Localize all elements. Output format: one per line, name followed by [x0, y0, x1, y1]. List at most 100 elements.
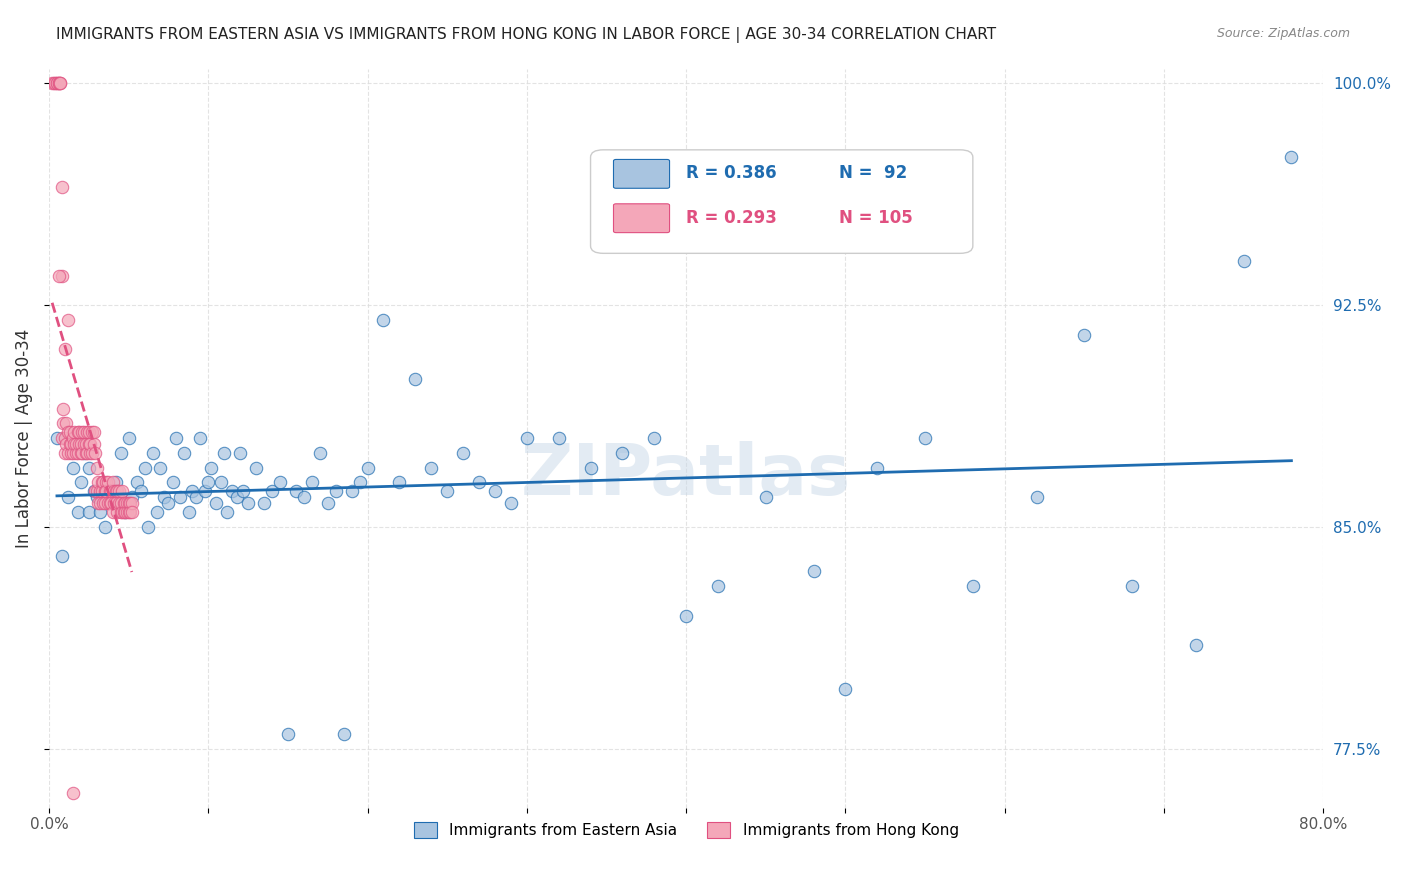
- Point: [1121, 579, 1143, 593]
- Point: [188, 431, 211, 445]
- Point: [101, 484, 124, 499]
- Point: [80, 446, 103, 460]
- Point: [232, 484, 254, 499]
- Point: [98, 484, 121, 499]
- Point: [89, 496, 111, 510]
- Point: [755, 490, 778, 504]
- Point: [67, 425, 90, 440]
- Point: [1281, 150, 1303, 164]
- Point: [643, 431, 665, 445]
- Point: [1073, 327, 1095, 342]
- Point: [66, 505, 89, 519]
- Point: [146, 505, 169, 519]
- Point: [108, 496, 131, 510]
- Point: [121, 505, 143, 519]
- Point: [269, 475, 291, 490]
- Point: [63, 437, 86, 451]
- Point: [468, 475, 491, 490]
- Point: [101, 505, 124, 519]
- Point: [69, 437, 91, 451]
- Point: [173, 446, 195, 460]
- Point: [56, 425, 79, 440]
- Point: [48, 268, 70, 283]
- Point: [332, 727, 354, 741]
- Point: [125, 475, 148, 490]
- Point: [45, 76, 67, 90]
- Point: [131, 484, 153, 499]
- Point: [80, 425, 103, 440]
- Point: [73, 437, 96, 451]
- Point: [217, 505, 239, 519]
- Point: [316, 496, 339, 510]
- Point: [69, 446, 91, 460]
- Point: [75, 437, 97, 451]
- Point: [162, 475, 184, 490]
- Point: [62, 446, 84, 460]
- Point: [90, 484, 112, 499]
- Point: [340, 484, 363, 499]
- Point: [236, 496, 259, 510]
- Point: [115, 505, 138, 519]
- Point: [62, 431, 84, 445]
- Point: [165, 431, 187, 445]
- Point: [226, 490, 249, 504]
- Point: [834, 682, 856, 697]
- Point: [1233, 253, 1256, 268]
- Point: [111, 505, 134, 519]
- Point: [612, 446, 634, 460]
- Point: [45, 76, 67, 90]
- Point: [111, 484, 134, 499]
- Point: [97, 475, 120, 490]
- Point: [197, 475, 219, 490]
- Point: [89, 484, 111, 499]
- Point: [194, 484, 217, 499]
- Point: [103, 496, 125, 510]
- Point: [89, 505, 111, 519]
- Point: [93, 484, 115, 499]
- FancyBboxPatch shape: [591, 150, 973, 253]
- Point: [200, 460, 222, 475]
- Point: [120, 505, 142, 519]
- Point: [136, 520, 159, 534]
- Point: [141, 446, 163, 460]
- Point: [72, 425, 94, 440]
- Point: [65, 446, 87, 460]
- Point: [121, 490, 143, 504]
- Point: [49, 76, 72, 90]
- Point: [114, 505, 136, 519]
- Point: [53, 343, 76, 357]
- Point: [86, 460, 108, 475]
- Point: [51, 431, 73, 445]
- Point: [675, 608, 697, 623]
- Point: [86, 484, 108, 499]
- Point: [114, 496, 136, 510]
- Point: [97, 496, 120, 510]
- Point: [93, 496, 115, 510]
- Point: [93, 520, 115, 534]
- Point: [245, 460, 267, 475]
- Point: [436, 484, 458, 499]
- Point: [84, 484, 107, 499]
- Point: [914, 431, 936, 445]
- Text: R = 0.386: R = 0.386: [686, 164, 776, 183]
- Point: [59, 437, 82, 451]
- Text: Source: ZipAtlas.com: Source: ZipAtlas.com: [1216, 27, 1350, 40]
- Point: [373, 313, 395, 327]
- Point: [866, 460, 889, 475]
- Point: [104, 496, 127, 510]
- Point: [110, 496, 132, 510]
- Point: [117, 431, 139, 445]
- Point: [484, 484, 506, 499]
- Point: [962, 579, 984, 593]
- Point: [67, 437, 90, 451]
- Point: [325, 484, 347, 499]
- Point: [51, 549, 73, 564]
- Point: [114, 505, 136, 519]
- Legend: Immigrants from Eastern Asia, Immigrants from Hong Kong: Immigrants from Eastern Asia, Immigrants…: [408, 816, 965, 845]
- Point: [52, 417, 75, 431]
- Y-axis label: In Labor Force | Age 30-34: In Labor Force | Age 30-34: [15, 328, 32, 548]
- Point: [77, 460, 100, 475]
- Point: [56, 446, 79, 460]
- Point: [49, 76, 72, 90]
- Point: [579, 460, 602, 475]
